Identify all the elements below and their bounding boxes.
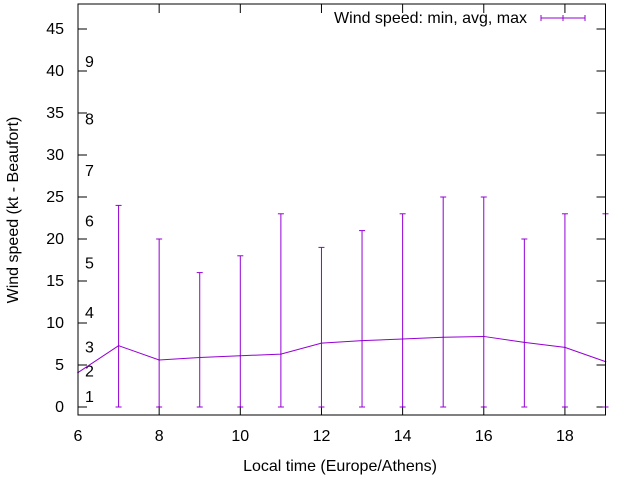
error-bar [115,204,122,408]
error-bar [277,213,284,408]
x-tick-label: 14 [394,428,412,445]
avg-point [280,353,282,355]
x-axis-label: Local time (Europe/Athens) [243,458,437,475]
beaufort-label: 2 [85,364,94,381]
beaufort-label: 6 [85,213,94,230]
beaufort-label: 7 [85,163,94,180]
avg-point [158,359,160,361]
y-tick-label: 10 [46,315,64,332]
x-tick-label: 12 [313,428,331,445]
avg-point [198,356,201,359]
error-bar [196,272,203,408]
error-bar [156,238,163,408]
error-bar [480,196,487,408]
beaufort-label: 9 [85,54,94,71]
beaufort-label: 8 [85,112,94,129]
x-tick-label: 10 [231,428,249,445]
beaufort-label: 1 [85,389,94,406]
legend-sample [540,15,586,21]
y-tick-label: 45 [46,21,64,38]
error-bar [521,238,528,408]
avg-point [523,341,526,344]
beaufort-label: 5 [85,255,94,272]
error-bar [399,213,406,408]
y-tick-label: 0 [55,399,64,416]
avg-point [564,346,566,349]
avg-point [442,336,444,339]
y-tick-label: 5 [55,357,64,374]
y-tick-label: 25 [46,189,64,206]
x-tick-label: 16 [475,428,493,445]
avg-point [361,339,363,342]
avg-point [117,344,120,347]
avg-point [482,335,485,338]
error-bar [237,255,244,408]
avg-line [77,335,606,373]
x-tick-label: 6 [74,428,83,445]
avg-point [401,338,404,340]
x-tick-label: 18 [556,428,574,445]
y-axis-label: Wind speed (kt - Beaufort) [5,117,22,304]
error-bar [359,230,366,408]
x-tick-label: 8 [155,428,164,445]
error-bar [318,246,325,408]
y-tick-label: 15 [46,273,64,290]
avg-point [320,342,323,344]
error-bar [561,213,568,408]
avg-point [239,354,242,357]
beaufort-label: 3 [85,339,94,356]
y-tick-label: 20 [46,231,64,248]
y-tick-label: 35 [46,105,64,122]
y-tick-label: 30 [46,147,64,164]
plot-border [77,3,606,416]
legend-label: Wind speed: min, avg, max [334,10,527,27]
error-bar [440,196,447,408]
y-tick-label: 40 [46,63,64,80]
beaufort-label: 4 [85,305,94,322]
